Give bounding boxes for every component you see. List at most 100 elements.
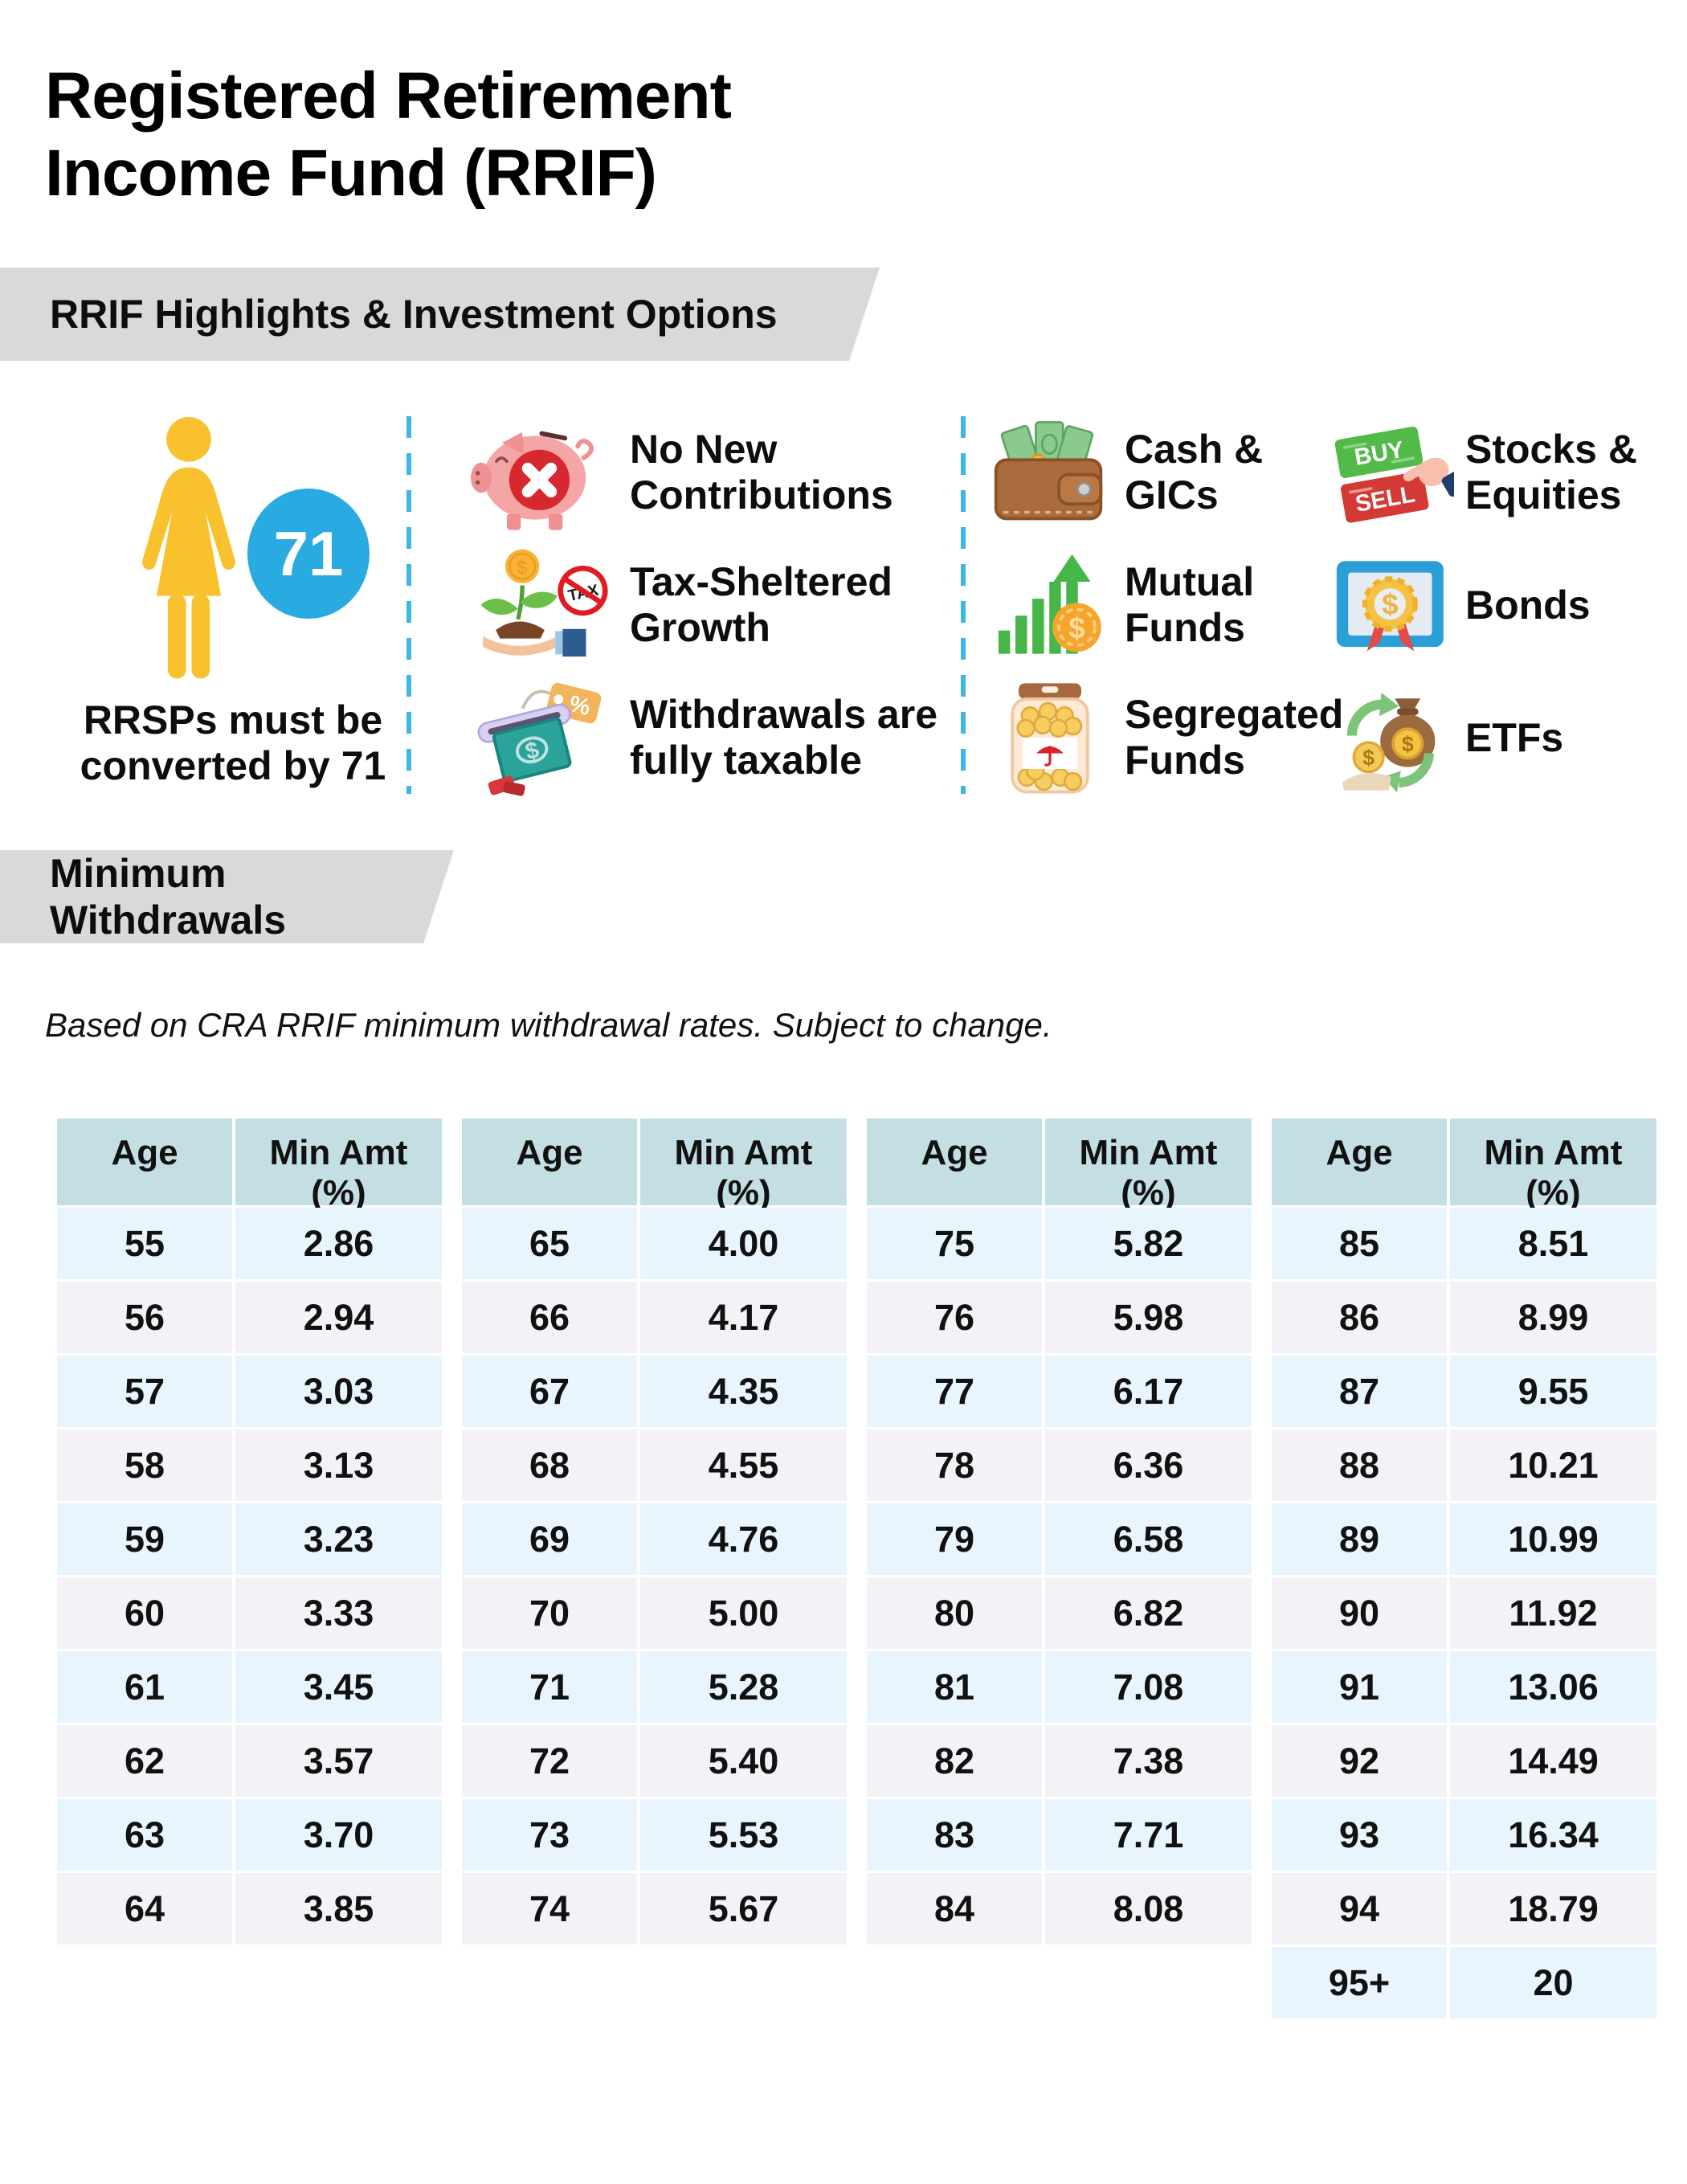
age-cell: 78 (867, 1429, 1042, 1501)
table-row: 75 5.82 (867, 1208, 1252, 1279)
age-cell: 70 (462, 1577, 637, 1649)
min-amt-cell: 2.94 (235, 1282, 442, 1353)
table-row: 71 5.28 (462, 1651, 847, 1723)
table-row: 67 4.35 (462, 1356, 847, 1427)
feature-label: Withdrawals are fully taxable (630, 692, 938, 783)
table-row: 63 3.70 (57, 1799, 442, 1871)
table-row: 92 14.49 (1272, 1725, 1656, 1797)
table-row: 76 5.98 (867, 1282, 1252, 1353)
etf-money-bag-icon: $ $ (1327, 681, 1454, 794)
table-row: 78 6.36 (867, 1429, 1252, 1501)
investment-options-col2: BUY SELL (1327, 411, 1687, 799)
investment-label: Bonds (1465, 582, 1591, 628)
section-banner-highlights: RRIF Highlights & Investment Options (0, 268, 880, 361)
svg-text:$: $ (1362, 746, 1375, 770)
table-row: 95+ 20 (1272, 1947, 1656, 2018)
feature-label: Tax-Sheltered Growth (630, 559, 893, 650)
age-cell: 67 (462, 1356, 637, 1427)
withdrawal-table: Age Min Amt (%) 75 5.82 76 5.98 77 6.17 78 6.36 79 6… (867, 1119, 1252, 2021)
svg-text:$: $ (1068, 611, 1085, 644)
age-cell: 88 (1272, 1429, 1447, 1501)
buy-sell-cards-icon: BUY SELL (1327, 416, 1454, 529)
min-amt-cell: 5.28 (640, 1651, 847, 1723)
investment-label: Stocks & Equities (1465, 427, 1637, 517)
min-amt-cell: 3.45 (235, 1651, 442, 1723)
svg-text:$: $ (1382, 588, 1398, 621)
min-amt-cell: 18.79 (1450, 1873, 1656, 1945)
bond-certificate-icon: $ (1327, 552, 1454, 658)
table-row: 57 3.03 (57, 1356, 442, 1427)
table-row: 79 6.58 (867, 1503, 1252, 1575)
min-amt-cell: 8.08 (1045, 1873, 1252, 1945)
dashed-divider (406, 416, 411, 794)
age-cell: 74 (462, 1873, 637, 1945)
age-cell: 91 (1272, 1651, 1447, 1723)
min-amt-cell: 5.40 (640, 1725, 847, 1797)
age-cell: 76 (867, 1282, 1042, 1353)
age-caption: RRSPs must be converted by 71 (80, 697, 386, 788)
investment-label: Cash & GICs (1125, 427, 1264, 517)
table-row: 58 3.13 (57, 1429, 442, 1501)
col-header-age: Age (57, 1119, 232, 1205)
wallet-cash-icon (986, 416, 1113, 529)
min-amt-cell: 20 (1450, 1947, 1656, 2018)
min-amt-cell: 7.38 (1045, 1725, 1252, 1797)
min-amt-cell: 14.49 (1450, 1725, 1656, 1797)
age-cell: 55 (57, 1208, 232, 1279)
min-amt-cell: 7.71 (1045, 1799, 1252, 1871)
table-row: 85 8.51 (1272, 1208, 1656, 1279)
rrsp-conversion-block: 71 RRSPs must be converted by 71 (56, 411, 410, 789)
table-row: 61 3.45 (57, 1651, 442, 1723)
investment-label: Segregated Funds (1125, 692, 1344, 783)
investment-mutual-funds: $ Mutual Funds (986, 544, 1324, 666)
min-amt-cell: 6.58 (1045, 1503, 1252, 1575)
min-amt-cell: 6.17 (1045, 1356, 1252, 1427)
min-amt-cell: 3.85 (235, 1873, 442, 1945)
table-row: 65 4.00 (462, 1208, 847, 1279)
min-amt-cell: 8.51 (1450, 1208, 1656, 1279)
min-amt-cell: 4.76 (640, 1503, 847, 1575)
col-header-age: Age (462, 1119, 637, 1205)
feature-no-new-contributions: No New Contributions (458, 411, 948, 534)
table-row: 94 18.79 (1272, 1873, 1656, 1945)
age-cell: 94 (1272, 1873, 1447, 1945)
table-header-row: Age Min Amt (%) (57, 1119, 442, 1213)
min-amt-cell: 3.03 (235, 1356, 442, 1427)
min-amt-cell: 4.00 (640, 1208, 847, 1279)
col-header-min-amt: Min Amt (%) (640, 1119, 847, 1213)
withdrawal-table: Age Min Amt (%) 55 2.86 56 2.94 57 3.03 58 3.13 59 3… (57, 1119, 442, 2021)
table-row: 59 3.23 (57, 1503, 442, 1575)
withdrawal-table: Age Min Amt (%) 85 8.51 86 8.99 87 9.55 88 10.21 89… (1272, 1119, 1656, 2021)
feature-tax-sheltered-growth: $ TAX (458, 544, 948, 666)
min-amt-cell: 3.13 (235, 1429, 442, 1501)
age-cell: 63 (57, 1799, 232, 1871)
svg-text:$: $ (517, 557, 528, 579)
min-amt-cell: 6.36 (1045, 1429, 1252, 1501)
table-row: 81 7.08 (867, 1651, 1252, 1723)
highlights-section: 71 RRSPs must be converted by 71 (0, 411, 1687, 804)
table-header-row: Age Min Amt (%) (1272, 1119, 1656, 1213)
min-amt-cell: 3.70 (235, 1799, 442, 1871)
min-amt-cell: 10.99 (1450, 1503, 1656, 1575)
age-cell: 75 (867, 1208, 1042, 1279)
age-cell: 79 (867, 1503, 1042, 1575)
min-amt-cell: 6.82 (1045, 1577, 1252, 1649)
table-row: 62 3.57 (57, 1725, 442, 1797)
age-cell: 90 (1272, 1577, 1447, 1649)
min-amt-cell: 5.82 (1045, 1208, 1252, 1279)
age-71-badge: 71 (247, 489, 370, 619)
withdrawal-tables: Age Min Amt (%) 55 2.86 56 2.94 57 3.03 58 3.13 59 3… (57, 1119, 1656, 2021)
table-row: 74 5.67 (462, 1873, 847, 1945)
min-amt-cell: 5.53 (640, 1799, 847, 1871)
age-cell: 92 (1272, 1725, 1447, 1797)
age-cell: 59 (57, 1503, 232, 1575)
table-row: 89 10.99 (1272, 1503, 1656, 1575)
age-cell: 77 (867, 1356, 1042, 1427)
table-row: 64 3.85 (57, 1873, 442, 1945)
investment-label: Mutual Funds (1125, 559, 1255, 650)
rrif-features: No New Contributions $ (458, 411, 948, 799)
section-banner-minimum-withdrawals: Minimum Withdrawals (0, 850, 454, 943)
withdrawal-rates-note: Based on CRA RRIF minimum withdrawal rat… (45, 1006, 1052, 1044)
age-cell: 85 (1272, 1208, 1447, 1279)
age-cell: 84 (867, 1873, 1042, 1945)
